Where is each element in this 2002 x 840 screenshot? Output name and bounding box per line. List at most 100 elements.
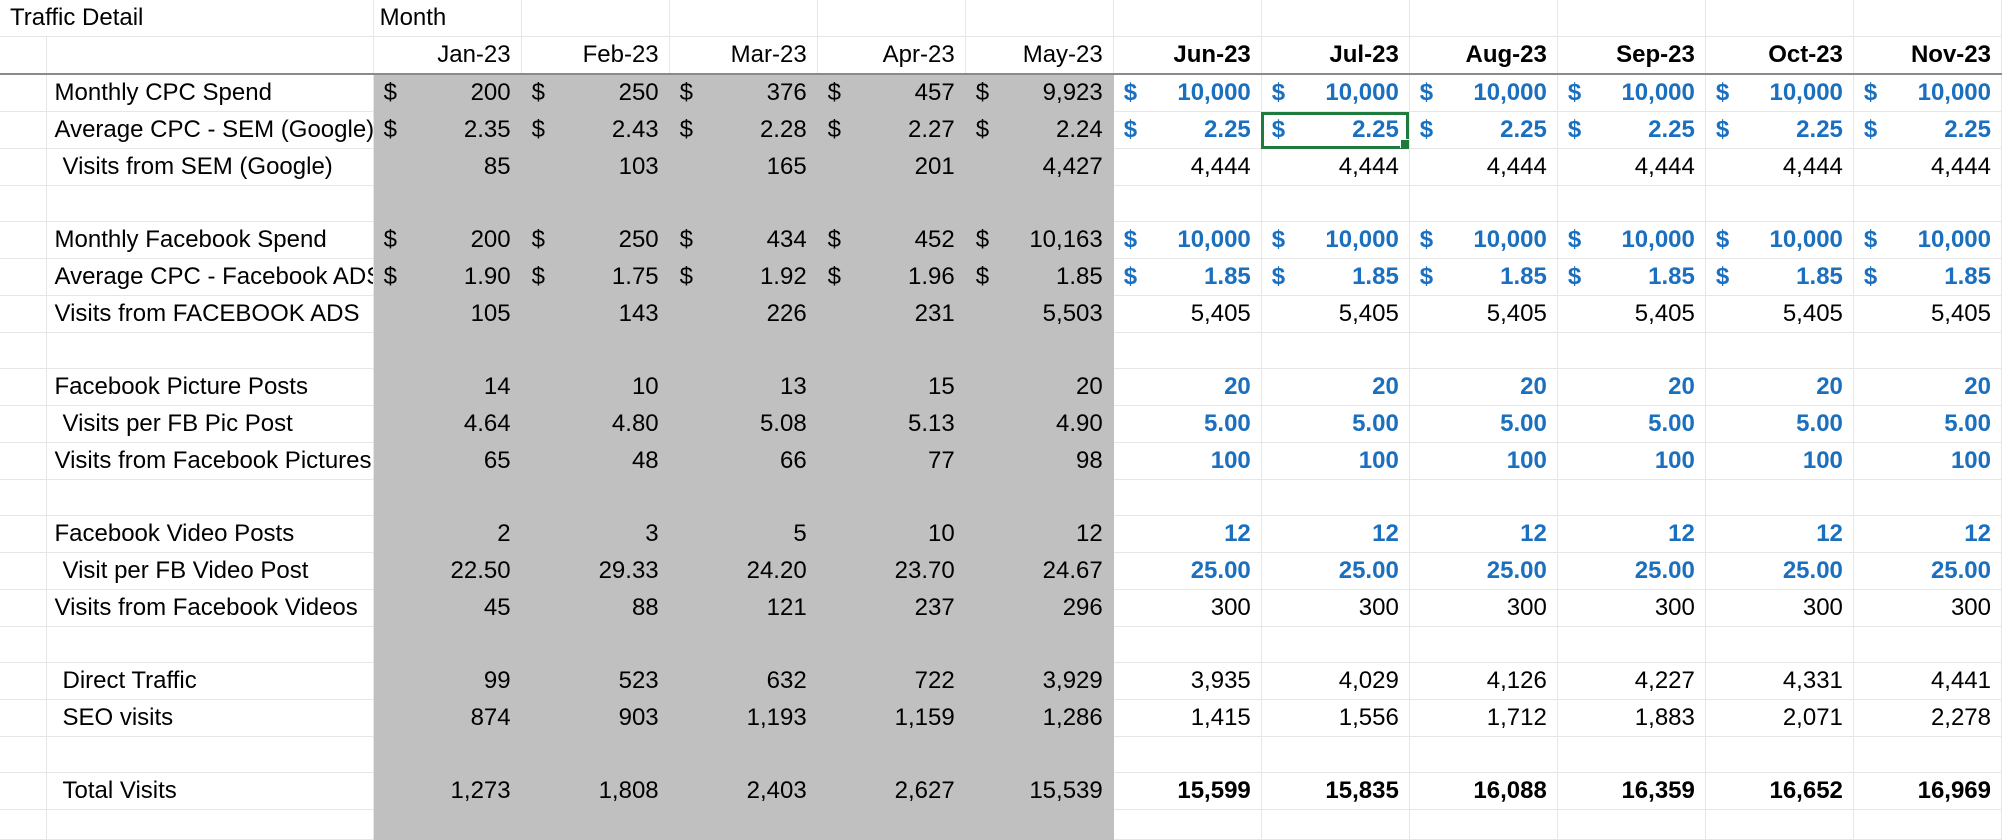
value-cell[interactable]: 237 — [817, 589, 966, 627]
value-cell[interactable]: 1,286 — [965, 699, 1114, 737]
value-cell[interactable]: 20 — [1409, 368, 1558, 406]
value-cell[interactable] — [1409, 185, 1558, 222]
value-cell[interactable]: 100 — [1409, 442, 1558, 480]
value-cell[interactable]: 5,503 — [965, 295, 1114, 333]
row-gutter-cell[interactable] — [0, 662, 47, 700]
row-label[interactable]: Facebook Video Posts — [46, 515, 374, 553]
value-cell[interactable]: 48 — [521, 442, 670, 480]
row-label[interactable]: Total Visits — [46, 772, 374, 810]
value-cell[interactable]: 20 — [1705, 368, 1854, 406]
value-cell[interactable] — [521, 809, 670, 840]
value-cell[interactable]: 12 — [1705, 515, 1854, 553]
value-cell[interactable]: 12 — [965, 515, 1114, 553]
value-cell[interactable]: 874 — [372, 699, 522, 737]
value-cell[interactable] — [1705, 809, 1854, 840]
value-cell[interactable]: 4.80 — [521, 405, 670, 443]
value-cell[interactable]: 121 — [669, 589, 818, 627]
value-cell[interactable]: 10 — [817, 515, 966, 553]
value-cell[interactable]: 5.00 — [1113, 405, 1262, 443]
value-cell[interactable]: 5.13 — [817, 405, 966, 443]
value-cell[interactable]: 5.00 — [1261, 405, 1410, 443]
value-cell[interactable]: 5,405 — [1409, 295, 1558, 333]
value-cell[interactable] — [1409, 809, 1558, 840]
month-header[interactable]: Aug-23 — [1409, 36, 1558, 75]
value-cell[interactable]: $2.27 — [817, 111, 966, 149]
value-cell[interactable]: 20 — [965, 368, 1114, 406]
value-cell[interactable]: $10,000 — [1557, 221, 1706, 259]
value-cell[interactable]: $1.92 — [669, 258, 818, 296]
value-cell[interactable]: 5.00 — [1853, 405, 2002, 443]
value-cell[interactable]: 4,444 — [1113, 148, 1262, 186]
value-cell[interactable]: 1,556 — [1261, 699, 1410, 737]
value-cell[interactable]: $2.25 — [1557, 111, 1706, 149]
value-cell[interactable]: 3 — [521, 515, 670, 553]
row-gutter-cell[interactable] — [0, 148, 47, 186]
value-cell[interactable]: $10,000 — [1853, 221, 2002, 259]
value-cell[interactable]: $452 — [817, 221, 966, 259]
value-cell[interactable]: $250 — [521, 221, 670, 259]
month-header[interactable]: Jan-23 — [372, 36, 522, 75]
row-label[interactable]: Visits from FACEBOOK ADS — [46, 295, 374, 333]
value-cell[interactable]: 2,627 — [817, 772, 966, 810]
value-cell[interactable] — [521, 185, 670, 222]
row-label[interactable] — [46, 626, 374, 663]
value-cell[interactable] — [1113, 479, 1262, 516]
value-cell[interactable] — [1261, 185, 1410, 222]
value-cell[interactable]: $10,163 — [965, 221, 1114, 259]
value-cell[interactable]: 12 — [1409, 515, 1558, 553]
value-cell[interactable] — [669, 736, 818, 773]
value-cell[interactable]: 23.70 — [817, 552, 966, 590]
row-gutter-cell[interactable] — [0, 589, 47, 627]
value-cell[interactable]: $10,000 — [1557, 74, 1706, 112]
value-cell[interactable]: $1.85 — [1113, 258, 1262, 296]
value-cell[interactable]: 105 — [372, 295, 522, 333]
value-cell[interactable]: 5.00 — [1705, 405, 1854, 443]
value-cell[interactable] — [372, 736, 522, 773]
month-header[interactable]: Jun-23 — [1113, 36, 1262, 75]
value-cell[interactable]: 1,808 — [521, 772, 670, 810]
value-cell[interactable] — [669, 809, 818, 840]
value-cell[interactable]: 300 — [1705, 589, 1854, 627]
value-cell[interactable] — [965, 332, 1114, 369]
value-cell[interactable]: 2,403 — [669, 772, 818, 810]
row-label[interactable] — [46, 736, 374, 773]
value-cell[interactable]: 2 — [372, 515, 522, 553]
value-cell[interactable]: 1,712 — [1409, 699, 1558, 737]
value-cell[interactable]: 100 — [1113, 442, 1262, 480]
value-cell[interactable]: $1.96 — [817, 258, 966, 296]
value-cell[interactable]: 29.33 — [521, 552, 670, 590]
value-cell[interactable] — [965, 185, 1114, 222]
value-cell[interactable]: 99 — [372, 662, 522, 700]
row-label[interactable]: Monthly Facebook Spend — [46, 221, 374, 259]
value-cell[interactable] — [817, 626, 966, 663]
value-cell[interactable] — [1113, 626, 1262, 663]
value-cell[interactable]: 300 — [1113, 589, 1262, 627]
value-cell[interactable]: 1,159 — [817, 699, 966, 737]
value-cell[interactable]: 4,029 — [1261, 662, 1410, 700]
row-gutter-cell[interactable] — [0, 515, 47, 553]
value-cell[interactable]: 85 — [372, 148, 522, 186]
value-cell[interactable] — [965, 736, 1114, 773]
value-cell[interactable]: 16,359 — [1557, 772, 1706, 810]
value-cell[interactable]: 5.00 — [1557, 405, 1706, 443]
value-cell[interactable]: 16,969 — [1853, 772, 2002, 810]
value-cell[interactable]: 5,405 — [1853, 295, 2002, 333]
value-cell[interactable]: 25.00 — [1409, 552, 1558, 590]
row-gutter-cell[interactable] — [0, 626, 47, 663]
row-label[interactable]: Direct Traffic — [46, 662, 374, 700]
value-cell[interactable] — [1261, 809, 1410, 840]
value-cell[interactable] — [817, 809, 966, 840]
value-cell[interactable]: 5.08 — [669, 405, 818, 443]
row-label[interactable]: Average CPC - SEM (Google) — [46, 111, 374, 149]
value-cell[interactable] — [521, 626, 670, 663]
value-cell[interactable]: $10,000 — [1261, 221, 1410, 259]
value-cell[interactable]: 15,539 — [965, 772, 1114, 810]
value-cell[interactable]: 100 — [1261, 442, 1410, 480]
value-cell[interactable]: $2.43 — [521, 111, 670, 149]
value-cell[interactable]: $10,000 — [1409, 74, 1558, 112]
value-cell[interactable] — [669, 185, 818, 222]
value-cell[interactable]: 20 — [1853, 368, 2002, 406]
value-cell[interactable]: $10,000 — [1705, 221, 1854, 259]
value-cell[interactable]: 25.00 — [1853, 552, 2002, 590]
value-cell[interactable]: 231 — [817, 295, 966, 333]
